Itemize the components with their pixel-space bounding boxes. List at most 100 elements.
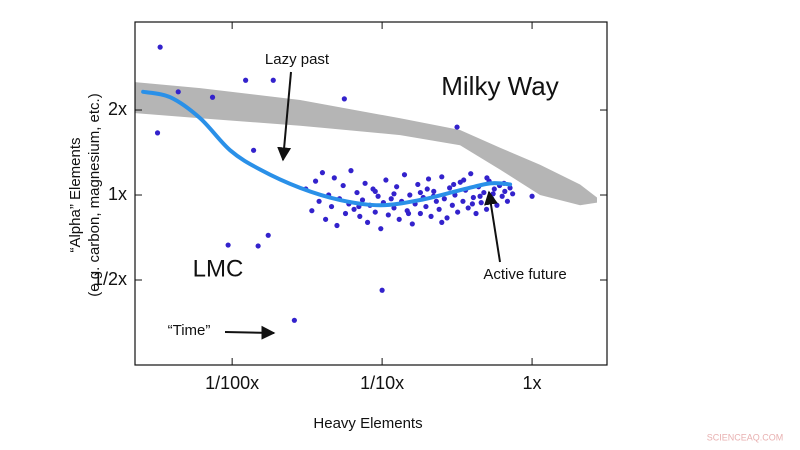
annotation: “Time” — [168, 322, 211, 339]
point — [478, 200, 484, 206]
point — [451, 181, 457, 188]
point — [468, 171, 474, 177]
y-axis-label: “Alpha” Elements — [67, 137, 84, 252]
x-tick-label: 1x — [523, 373, 542, 393]
point — [340, 182, 346, 189]
point — [469, 201, 475, 207]
point — [428, 213, 434, 219]
point — [405, 210, 412, 217]
point — [425, 176, 432, 182]
point — [312, 178, 319, 184]
x-tick-label: 1/10x — [360, 373, 404, 393]
point — [255, 243, 261, 249]
annotation: Lazy past — [265, 51, 330, 68]
point — [309, 208, 315, 214]
plot-frame — [134, 21, 608, 366]
trend-line — [141, 89, 513, 208]
point — [449, 202, 455, 208]
point — [436, 206, 442, 212]
point — [334, 222, 340, 229]
y-tick-label: 1x — [108, 184, 127, 204]
point — [154, 130, 161, 136]
point — [401, 172, 408, 178]
point — [341, 96, 347, 102]
point — [510, 191, 516, 197]
point — [424, 186, 430, 192]
point — [433, 198, 439, 204]
point — [157, 44, 163, 50]
point — [439, 174, 445, 180]
point — [265, 232, 271, 238]
point — [175, 89, 181, 95]
point — [455, 209, 461, 215]
x-axis-label: Heavy Elements — [313, 415, 422, 432]
point — [417, 189, 423, 196]
point — [359, 197, 366, 203]
point — [243, 77, 249, 83]
milky-way-band — [135, 82, 597, 206]
y-tick-label: 1/2x — [93, 269, 127, 289]
point — [483, 206, 490, 212]
point — [490, 191, 496, 197]
point — [291, 317, 297, 323]
point — [342, 210, 349, 217]
point — [396, 216, 402, 222]
point — [331, 175, 337, 181]
series-label: LMC — [193, 255, 244, 282]
point — [423, 203, 429, 210]
point — [323, 216, 329, 222]
point — [250, 147, 257, 153]
point — [417, 210, 423, 217]
y-tick-label: 2x — [108, 99, 127, 119]
point — [447, 185, 453, 191]
annotation: Active future — [483, 266, 566, 283]
point — [364, 219, 371, 225]
point — [502, 188, 508, 194]
point — [473, 210, 479, 217]
point — [477, 193, 483, 199]
band-label: Milky Way — [441, 71, 558, 101]
point — [441, 196, 447, 202]
point — [270, 77, 276, 83]
point — [484, 175, 490, 181]
point — [431, 188, 437, 194]
watermark: SCIENCEAQ.COM — [707, 432, 784, 442]
point — [379, 287, 385, 293]
point — [407, 192, 413, 198]
point — [415, 181, 421, 188]
point — [409, 221, 415, 227]
point — [316, 198, 322, 204]
annotation-arrow — [484, 190, 501, 263]
point — [209, 94, 216, 100]
point — [507, 185, 513, 191]
point — [461, 177, 467, 183]
point — [328, 203, 335, 210]
point — [391, 205, 397, 211]
point — [460, 198, 466, 204]
point — [348, 168, 354, 174]
y-axis-label: (e.g. carbon, magnesium, etc.) — [86, 93, 103, 296]
point — [362, 180, 368, 186]
point — [375, 193, 381, 199]
point — [465, 205, 471, 211]
point — [394, 184, 400, 190]
point — [504, 198, 511, 204]
point — [385, 212, 391, 218]
point — [491, 186, 497, 192]
point — [439, 219, 445, 225]
point — [225, 242, 231, 248]
point — [529, 193, 535, 199]
point — [372, 188, 378, 194]
x-tick-label: 1/100x — [205, 373, 259, 393]
point — [391, 191, 397, 197]
point — [499, 193, 505, 199]
annotation-arrow — [277, 71, 292, 162]
point — [388, 196, 394, 202]
point — [481, 189, 487, 196]
point — [357, 213, 363, 219]
point — [378, 226, 384, 232]
point — [383, 177, 389, 183]
point — [319, 170, 326, 176]
annotation-arrow — [224, 325, 276, 340]
